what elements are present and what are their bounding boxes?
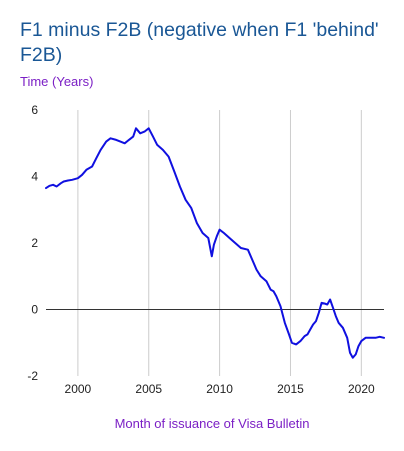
x-tick-label: 2005 — [135, 382, 162, 396]
y-tick-label: 0 — [31, 303, 38, 317]
x-axis-label: Month of issuance of Visa Bulletin — [114, 416, 310, 431]
x-tick-label: 2000 — [65, 382, 92, 396]
series-line — [45, 127, 385, 359]
x-tick-label: 2010 — [206, 382, 233, 396]
y-tick-label: 2 — [31, 236, 38, 250]
x-tick-label: 2015 — [277, 382, 304, 396]
y-tick-label: 4 — [31, 170, 38, 184]
y-axis-label: Time (Years) — [20, 74, 94, 89]
x-tick-label: 2020 — [348, 382, 375, 396]
y-tick-label: -2 — [27, 369, 38, 383]
y-tick-label: 6 — [31, 103, 38, 117]
chart-title: F1 minus F2B (negative when F1 'behind' … — [20, 19, 379, 66]
